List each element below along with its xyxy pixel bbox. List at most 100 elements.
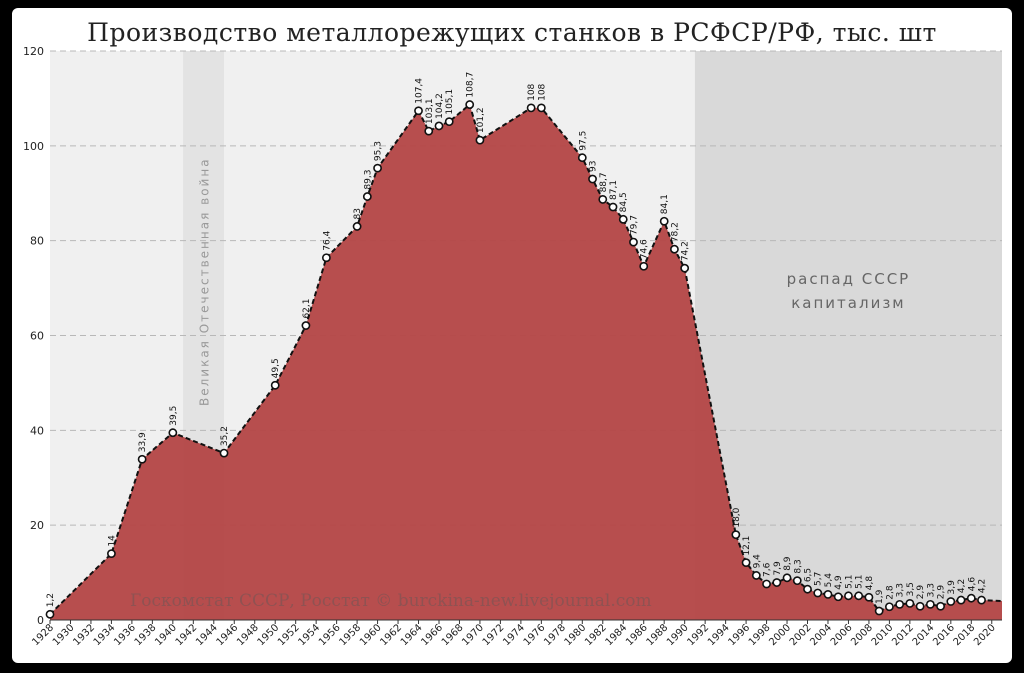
data-label: 88,7 — [599, 172, 609, 192]
data-label: 18,0 — [732, 507, 742, 527]
x-tick-label: 1950 — [256, 622, 282, 648]
x-tick-label: 2014 — [911, 622, 937, 648]
y-tick-label: 80 — [30, 235, 44, 248]
data-point — [424, 126, 434, 136]
x-tick-label: 2006 — [829, 622, 855, 648]
x-tick-label: 1980 — [563, 622, 589, 648]
x-tick-label: 1996 — [726, 622, 752, 648]
data-label: 6,5 — [804, 568, 814, 582]
data-label: 3,3 — [896, 583, 906, 597]
data-point — [956, 595, 966, 605]
data-point — [577, 153, 587, 163]
data-label: 97,5 — [578, 131, 588, 151]
data-point — [270, 380, 280, 390]
data-label: 4,2 — [978, 579, 988, 593]
data-point — [751, 571, 761, 580]
y-tick-label: 60 — [30, 330, 44, 343]
data-point — [219, 448, 229, 458]
data-point — [608, 202, 618, 212]
data-label: 87,1 — [609, 180, 619, 200]
data-point — [884, 602, 894, 612]
data-point — [598, 195, 608, 204]
x-tick-label: 1976 — [522, 622, 548, 648]
data-label: 84,5 — [619, 192, 629, 212]
data-point — [444, 117, 454, 127]
x-tick-label: 1962 — [378, 622, 404, 648]
x-tick-label: 2004 — [808, 622, 834, 648]
x-tick-label: 1964 — [399, 622, 425, 648]
data-label: 8,9 — [783, 556, 793, 571]
data-label: 108 — [527, 83, 537, 100]
data-point — [137, 454, 147, 464]
data-label: 39,5 — [169, 406, 179, 426]
x-tick-label: 1998 — [747, 622, 773, 648]
data-label: 93 — [589, 161, 599, 172]
x-tick-label: 1932 — [71, 622, 97, 648]
chart-title: Производство металлорежущих станков в РС… — [87, 18, 937, 47]
data-point — [915, 601, 925, 611]
data-label: 3,5 — [906, 582, 916, 596]
data-label: 4,8 — [865, 576, 875, 591]
x-tick-label: 2020 — [972, 622, 998, 648]
data-label: 3,9 — [947, 580, 957, 595]
data-point — [925, 599, 935, 609]
data-label: 4,6 — [967, 577, 977, 592]
y-tick-label: 100 — [23, 140, 44, 153]
x-tick-label: 1984 — [604, 622, 630, 648]
x-tick-label: 1948 — [235, 622, 261, 648]
x-tick-label: 1954 — [296, 622, 322, 648]
data-label: 108,7 — [466, 72, 476, 98]
data-label: 8,3 — [793, 559, 803, 573]
y-tick-label: 20 — [30, 519, 44, 532]
x-tick-label: 1958 — [337, 622, 363, 648]
x-tick-label: 1990 — [665, 622, 691, 648]
capitalism-annotation: капитализм — [791, 294, 905, 312]
data-point — [792, 576, 802, 586]
data-point — [936, 601, 945, 611]
data-point — [373, 163, 382, 173]
y-axis: 0 20 40 60 80 100 120 — [23, 45, 1002, 627]
x-axis: 1928193019321934193619381940194219441946… — [30, 620, 998, 648]
x-tick-label: 1946 — [215, 622, 241, 648]
data-point — [782, 573, 792, 583]
data-point — [680, 263, 690, 273]
data-point — [475, 135, 485, 145]
x-tick-label: 1952 — [276, 622, 302, 648]
data-point — [977, 595, 986, 605]
data-point — [362, 192, 372, 201]
data-point — [536, 103, 546, 113]
chart-frame: Производство металлорежущих станков в РС… — [12, 8, 1012, 663]
data-label: 79,7 — [629, 215, 639, 235]
data-label: 2,8 — [885, 585, 895, 600]
x-tick-label: 1978 — [542, 622, 568, 648]
data-point — [854, 591, 864, 601]
x-tick-label: 1974 — [501, 622, 527, 648]
x-tick-label: 1940 — [153, 622, 179, 648]
data-points — [45, 100, 986, 619]
data-point — [301, 321, 311, 330]
data-label: 62,1 — [302, 298, 312, 318]
data-label: 1,2 — [46, 593, 56, 607]
data-point — [966, 593, 976, 603]
x-tick-label: 1930 — [51, 622, 77, 648]
x-tick-label: 1936 — [112, 622, 138, 648]
data-label: 101,2 — [476, 107, 486, 133]
data-label: 49,5 — [271, 358, 281, 378]
data-point — [823, 589, 833, 599]
data-point — [588, 174, 597, 184]
x-tick-label: 2002 — [788, 622, 814, 648]
data-label: 5,7 — [814, 572, 824, 586]
data-label: 108 — [537, 83, 547, 100]
x-tick-label: 1956 — [317, 622, 343, 648]
x-tick-label: 1928 — [30, 622, 56, 648]
data-point — [803, 584, 812, 594]
data-point — [864, 592, 874, 602]
data-label: 5,4 — [824, 573, 834, 588]
data-point — [45, 609, 55, 619]
data-point — [731, 530, 741, 540]
data-label: 7,6 — [763, 562, 773, 577]
data-point — [844, 591, 853, 601]
x-tick-label: 2018 — [952, 622, 978, 648]
data-label: 95,3 — [374, 141, 384, 161]
data-label: 2,9 — [916, 585, 926, 600]
